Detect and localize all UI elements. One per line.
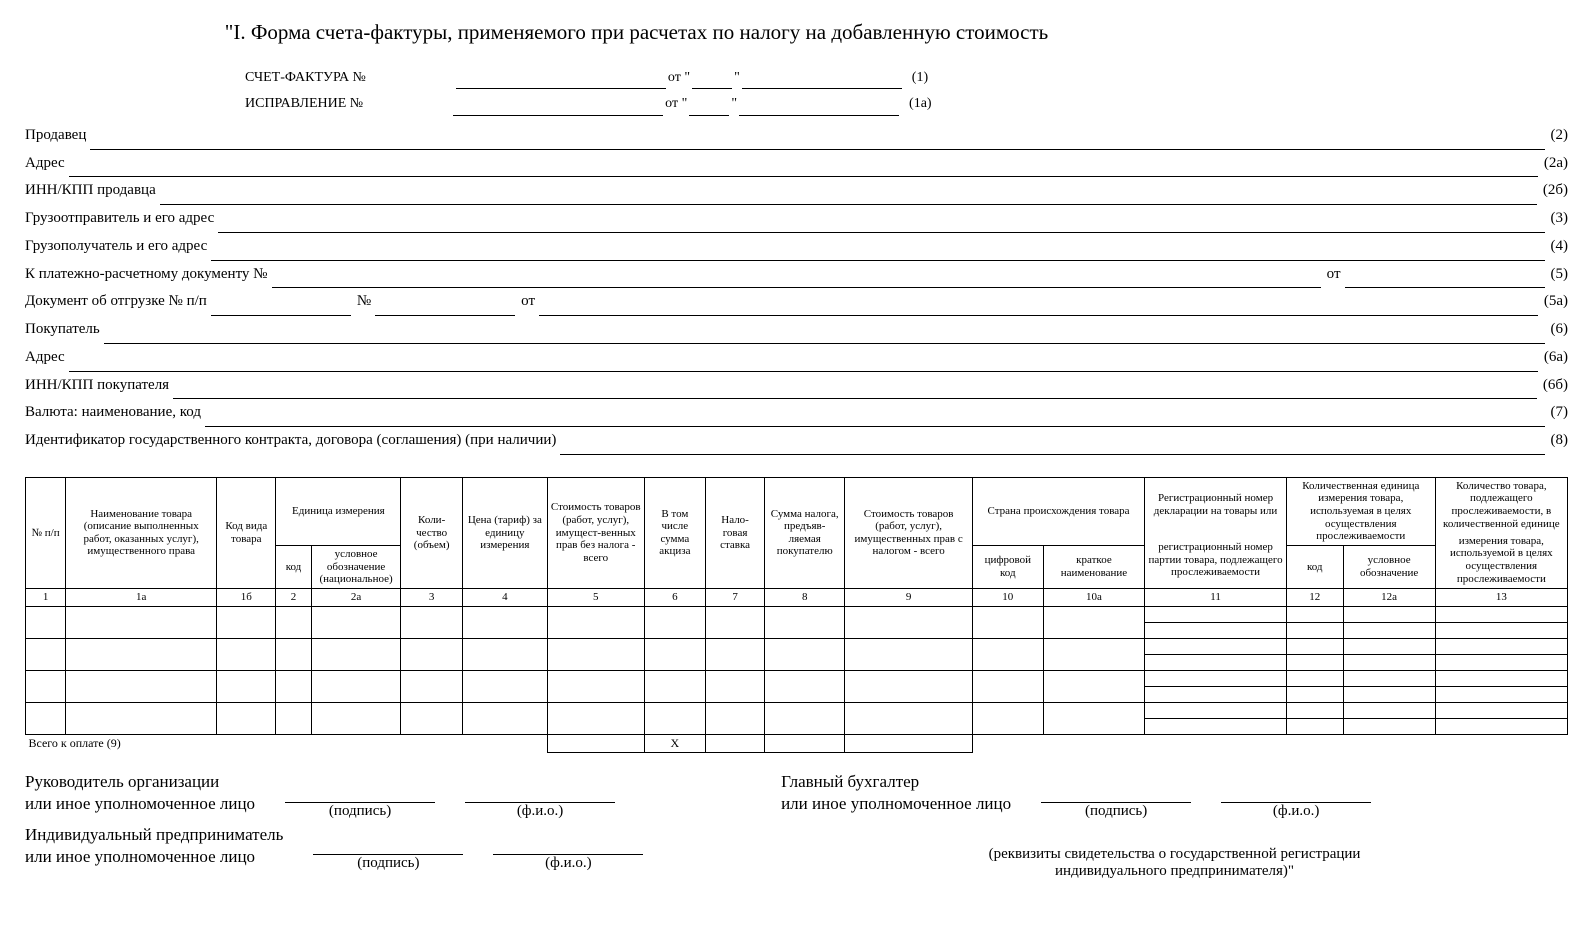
field-row: ИНН/КПП покупателя (6б) (25, 372, 1568, 400)
th-trace-qty-bot: измерения товара, используемой в целях о… (1435, 532, 1567, 588)
field-row: Валюта: наименование, код (7) (25, 399, 1568, 427)
field-row: Продавец (2) (25, 122, 1568, 150)
th-tax-amount: Сумма налога, предъяв-ляемая покупателю (765, 477, 845, 588)
field-label: Валюта: наименование, код (25, 399, 201, 427)
field-label: К платежно-расчетному документу № (25, 261, 268, 289)
th-trace-unit-group: Количественная единица измерения товара,… (1286, 477, 1435, 545)
header-fields: Продавец (2) Адрес (2а) ИНН/КПП продавца (2б)… (25, 122, 1568, 455)
th-code-kind: Код вида товара (217, 477, 276, 588)
field-label: Адрес (25, 150, 65, 178)
table-row (26, 638, 1568, 654)
th-origin-group: Страна происхождения товара (972, 477, 1144, 545)
sign-role-accountant: Главный бухгалтерили иное уполномоченное… (781, 771, 1011, 815)
invoice-from: от " (668, 67, 690, 89)
correction-number-line: ИСПРАВЛЕНИЕ № от " " (1а) (25, 93, 1568, 115)
field-code: (7) (1551, 399, 1569, 427)
field-code: (6а) (1544, 344, 1568, 372)
sig-rekv: (реквизиты свидетельства о государственн… (781, 846, 1568, 880)
field-code: (2) (1551, 122, 1569, 150)
field-code: (3) (1551, 205, 1569, 233)
table-row (26, 702, 1568, 718)
field-code: (8) (1551, 427, 1569, 455)
th-price: Цена (тариф) за единицу измерения (462, 477, 547, 588)
sig-podpis-3: (подпись) (1041, 803, 1191, 820)
invoice-code: (1) (912, 67, 928, 89)
field-label: Документ об отгрузке № п/п (25, 288, 207, 316)
field-label: Грузополучатель и его адрес (25, 233, 207, 261)
field-row: ИНН/КПП продавца (2б) (25, 177, 1568, 205)
field-row: Документ об отгрузке № п/п№от(5а) (25, 288, 1568, 316)
field-row: Грузополучатель и его адрес (4) (25, 233, 1568, 261)
th-unit-code: код (276, 545, 311, 588)
correction-from: от " (665, 93, 687, 115)
table-row (26, 606, 1568, 622)
th-excise: В том числе сумма акциза (644, 477, 705, 588)
sign-role-ip: Индивидуальный предпринимательили иное у… (25, 824, 283, 868)
field-code: (6б) (1543, 372, 1568, 400)
field-label: ИНН/КПП покупателя (25, 372, 169, 400)
correction-code: (1а) (909, 93, 932, 115)
th-unit-group: Единица измерения (276, 477, 401, 545)
sig-fio-2: (ф.и.о.) (493, 855, 643, 872)
th-name: Наименование товара (описание выполненны… (66, 477, 217, 588)
field-label: Покупатель (25, 316, 100, 344)
sig-podpis-2: (подпись) (313, 855, 463, 872)
th-num: № п/п (26, 477, 66, 588)
field-row: Адрес (2а) (25, 150, 1568, 178)
field-code: (4) (1551, 233, 1569, 261)
invoice-quote2: " (734, 67, 740, 89)
field-label: Идентификатор государственного контракта… (25, 427, 556, 455)
th-reg-bot: регистрационный номер партии товара, под… (1145, 532, 1287, 588)
field-row: Покупатель (6) (25, 316, 1568, 344)
th-unit-name: условное обозначение (национальное) (311, 545, 401, 588)
field-code: (5а) (1544, 288, 1568, 316)
field-row: Адрес (6а) (25, 344, 1568, 372)
th-tax-rate: Нало-говая ставка (706, 477, 765, 588)
th-cost-tax: Стоимость товаров (работ, услуг), имущес… (845, 477, 973, 588)
column-number-row: 11а1б22а34567891010а111212а13 (26, 588, 1568, 606)
field-code: (5) (1551, 261, 1569, 289)
field-label: Продавец (25, 122, 86, 150)
field-row: Идентификатор государственного контракта… (25, 427, 1568, 455)
correction-quote2: " (731, 93, 737, 115)
field-label: Адрес (25, 344, 65, 372)
th-origin-name: краткое наименование (1043, 545, 1145, 588)
total-row: Всего к оплате (9)X (26, 734, 1568, 753)
table-row (26, 670, 1568, 686)
th-cost-notax: Стоимость товаров (работ, услуг), имущес… (547, 477, 644, 588)
th-reg-top: Регистрационный номер декларации на това… (1145, 477, 1287, 532)
th-trace-code: код (1286, 545, 1343, 588)
field-row: К платежно-расчетному документу №от(5) (25, 261, 1568, 289)
th-origin-code: цифровой код (972, 545, 1043, 588)
invoice-table: № п/пНаименование товара (описание выпол… (25, 477, 1568, 754)
invoice-label: СЧЕТ-ФАКТУРА № (245, 67, 366, 89)
field-code: (2а) (1544, 150, 1568, 178)
correction-label: ИСПРАВЛЕНИЕ № (245, 93, 363, 115)
sig-fio-3: (ф.и.о.) (1221, 803, 1371, 820)
signature-block: Руководитель организацииили иное уполном… (25, 771, 1568, 880)
invoice-number-line: СЧЕТ-ФАКТУРА № от " " (1) (25, 67, 1568, 89)
field-label: Грузоотправитель и его адрес (25, 205, 214, 233)
field-code: (2б) (1543, 177, 1568, 205)
th-trace-qty-top: Количество товара, подлежащего прослежив… (1435, 477, 1567, 532)
field-label: ИНН/КПП продавца (25, 177, 156, 205)
sign-role-head: Руководитель организацииили иное уполном… (25, 771, 255, 815)
field-code: (6) (1551, 316, 1569, 344)
sig-podpis-1: (подпись) (285, 803, 435, 820)
sig-fio-1: (ф.и.о.) (465, 803, 615, 820)
th-qty: Коли-чество (объем) (401, 477, 462, 588)
form-title: "I. Форма счета-фактуры, применяемого пр… (25, 20, 1568, 45)
field-row: Грузоотправитель и его адрес (3) (25, 205, 1568, 233)
th-trace-name: условное обозначение (1343, 545, 1435, 588)
